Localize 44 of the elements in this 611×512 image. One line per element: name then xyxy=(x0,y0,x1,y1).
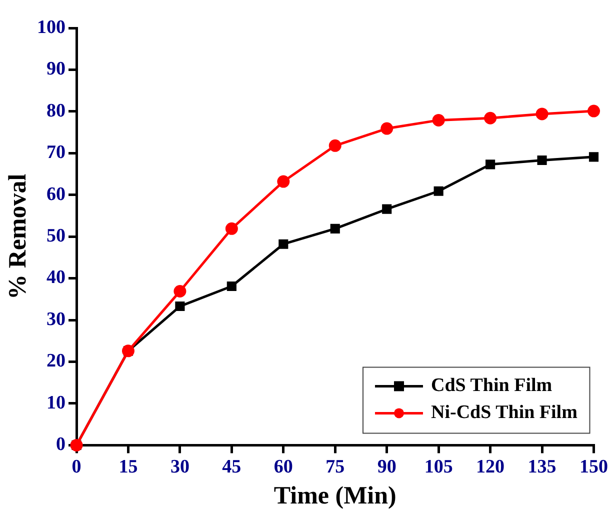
x-tick-label: 30 xyxy=(170,456,190,478)
point xyxy=(486,160,496,170)
y-tick-label: 40 xyxy=(46,267,66,288)
y-tick-label: 20 xyxy=(46,350,66,372)
point xyxy=(588,104,600,118)
x-tick-label: 120 xyxy=(476,456,505,478)
x-tick-label: 60 xyxy=(274,456,293,478)
y-tick-label: 80 xyxy=(46,100,66,122)
point xyxy=(484,112,497,124)
x-tick-label: 45 xyxy=(222,456,242,478)
y-tick-label: 100 xyxy=(37,16,66,38)
point xyxy=(226,281,236,292)
point xyxy=(278,239,288,249)
point xyxy=(536,108,548,120)
point xyxy=(330,224,340,234)
point xyxy=(537,155,547,166)
y-tick-label: 60 xyxy=(46,184,66,205)
x-tick-label: 150 xyxy=(580,456,608,478)
y-axis-title: % Removal xyxy=(4,174,32,300)
x-tick-label: 90 xyxy=(377,456,396,478)
point xyxy=(277,175,290,188)
point xyxy=(175,301,185,312)
point xyxy=(225,222,238,235)
point xyxy=(328,139,342,152)
x-tick-label: 75 xyxy=(326,456,345,478)
legend-label: Ni-CdS Thin Film xyxy=(430,402,578,424)
y-tick-label: 30 xyxy=(46,308,66,330)
point xyxy=(382,204,392,214)
y-tick-label: 50 xyxy=(46,226,66,247)
legend-label: CdS Thin Film xyxy=(430,375,552,396)
point xyxy=(174,285,186,298)
x-tick-label: 0 xyxy=(72,456,82,478)
y-tick-label: 70 xyxy=(46,142,66,164)
point xyxy=(434,186,444,196)
x-axis-title: Time (Min) xyxy=(274,482,396,510)
x-tick-label: 15 xyxy=(118,456,138,478)
y-tick-label: 10 xyxy=(46,392,66,414)
point xyxy=(588,152,599,162)
x-tick-label: 135 xyxy=(528,456,556,478)
x-tick-label: 105 xyxy=(424,456,453,478)
y-tick-label: 0 xyxy=(56,434,66,456)
point xyxy=(432,114,445,126)
y-tick-label: 90 xyxy=(46,58,66,80)
point xyxy=(380,122,394,135)
